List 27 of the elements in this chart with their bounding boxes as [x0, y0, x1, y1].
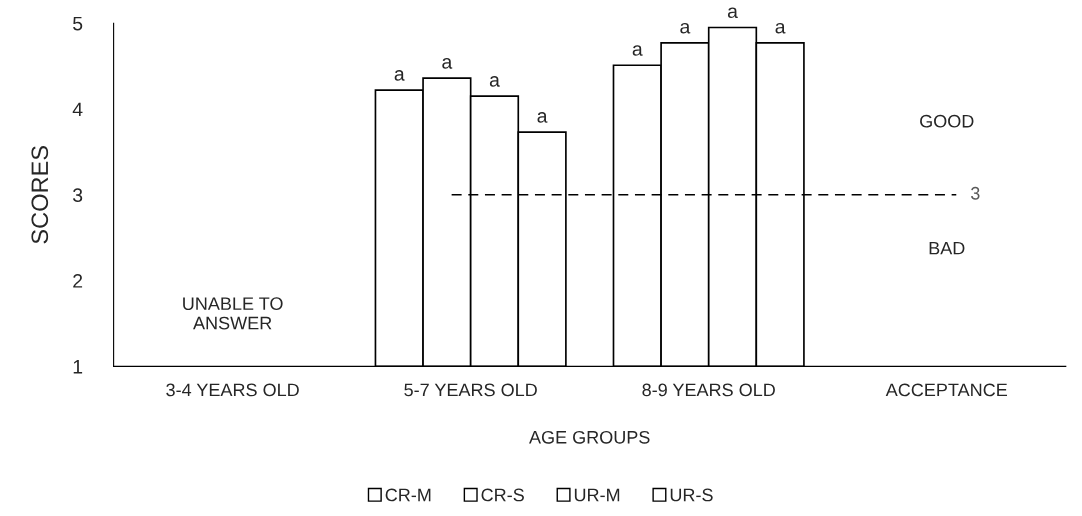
y-tick-label: 4 — [72, 102, 83, 117]
y-tick-label: 2 — [73, 274, 83, 288]
legend-label: CR-S — [481, 488, 524, 502]
legend-label: UR-S — [670, 488, 713, 502]
y-tick-label: 1 — [73, 360, 83, 374]
x-tick-label: 5-7 YEARS OLD — [404, 383, 537, 397]
x-tick-label: 3-4 YEARS OLD — [166, 383, 299, 397]
data-label: a — [775, 22, 786, 34]
data-label: a — [442, 58, 453, 69]
x-axis-title: AGE GROUPS — [529, 430, 650, 444]
y-tick-label: 5 — [73, 16, 83, 31]
data-label: a — [489, 76, 500, 87]
data-label: a — [394, 70, 405, 81]
ref-line-label: 3 — [970, 186, 980, 200]
y-axis-title: SCORES — [31, 146, 49, 244]
y-tick-label: 3 — [72, 188, 83, 203]
data-label: a — [632, 45, 643, 56]
x-tick-label: 8-9 YEARS OLD — [642, 383, 775, 397]
data-label: a — [680, 22, 691, 34]
annotation: BAD — [929, 241, 965, 255]
annotation: GOOD — [920, 114, 974, 128]
x-tick-label: ACCEPTANCE — [885, 383, 1008, 397]
data-label: a — [727, 7, 738, 19]
annotation: UNABLE TO ANSWER — [183, 297, 283, 330]
data-label: a — [537, 112, 548, 123]
legend-label: CR-M — [385, 488, 431, 502]
legend-label: UR-M — [574, 488, 620, 502]
